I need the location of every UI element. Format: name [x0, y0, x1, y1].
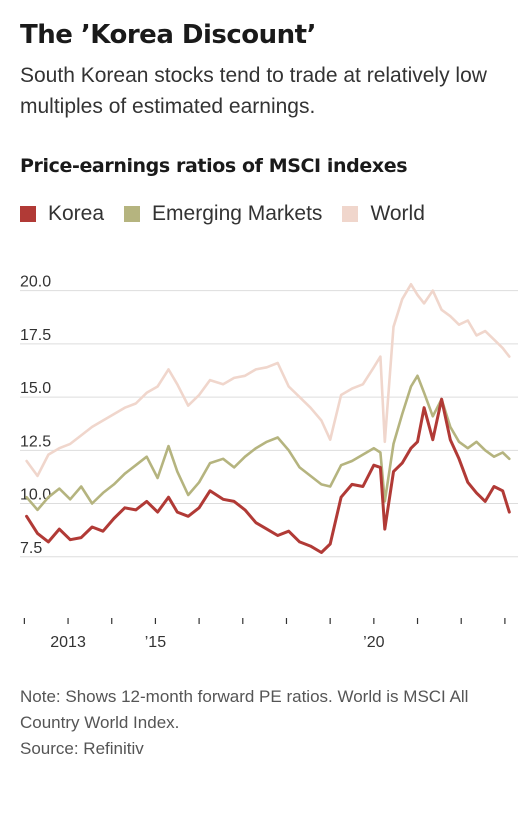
x-tick-label: 2013 — [50, 634, 86, 651]
y-tick-label: 20.0 — [20, 274, 51, 291]
legend-swatch-emerging-markets — [124, 206, 141, 222]
footnote-note: Note: Shows 12-month forward PE ratios. … — [20, 687, 469, 732]
legend: Korea Emerging Markets World — [20, 202, 445, 226]
x-axis: 2013 ’15 ’20 — [23, 618, 506, 651]
subtitle: South Korean stocks tend to trade at rel… — [20, 64, 487, 118]
legend-label-emerging-markets: Emerging Markets — [152, 202, 323, 225]
legend-item-korea: Korea — [20, 202, 104, 226]
x-tick-label: ’20 — [363, 634, 384, 651]
series-line-world — [25, 282, 511, 478]
legend-label-korea: Korea — [48, 202, 105, 225]
series-line-korea — [25, 397, 511, 554]
legend-swatch-korea — [20, 206, 36, 222]
y-tick-label: 7.5 — [20, 540, 42, 557]
y-tick-label: 15.0 — [20, 380, 51, 397]
line-chart: 7.510.012.515.017.520.0 2013’15’20 — [20, 274, 518, 651]
footnote: Note: Shows 12-month forward PE ratios. … — [20, 684, 520, 762]
footnote-source: Source: Refinitiv — [20, 739, 144, 758]
series-line-emerging-markets — [25, 374, 511, 512]
legend-item-emerging-markets: Emerging Markets — [124, 202, 322, 226]
chart-gridlines — [20, 290, 518, 558]
y-tick-label: 12.5 — [20, 433, 51, 450]
legend-item-world: World — [342, 202, 425, 226]
chart-title: Price-earnings ratios of MSCI indexes — [20, 155, 408, 177]
headline: The ’Korea Discount’ — [20, 20, 316, 50]
legend-label-world: World — [370, 202, 425, 225]
chart-series-lines — [25, 282, 511, 554]
y-axis-labels: 7.510.012.515.017.520.0 — [20, 274, 51, 557]
y-tick-label: 17.5 — [20, 327, 51, 344]
x-tick-label: ’15 — [145, 634, 166, 651]
legend-swatch-world — [342, 206, 359, 222]
